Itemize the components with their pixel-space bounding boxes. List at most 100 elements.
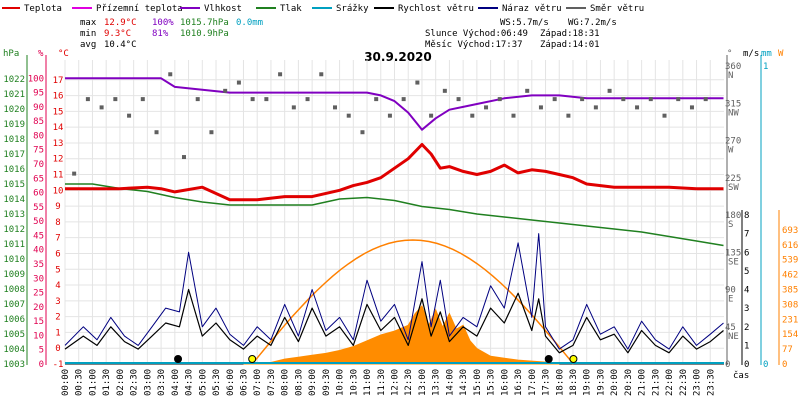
tick-x: 22:00 <box>665 369 675 396</box>
tick-x: 02:30 <box>130 369 140 396</box>
tick-x: 17:00 <box>528 369 538 396</box>
tick-x: 03:30 <box>157 369 167 396</box>
stats-block: max 12.9°C 100% 1015.7hPa 0.0mm min 9.3°… <box>80 18 263 50</box>
series-line-tlak <box>65 183 724 247</box>
sun-set-info: Západ:18:31 <box>540 29 600 39</box>
tick-x: 01:30 <box>102 369 112 396</box>
tick-x: 12:30 <box>404 369 414 396</box>
stats-min-hum: 81% <box>152 29 169 39</box>
tick-hpa: 1017 <box>3 150 25 160</box>
wind-direction-point <box>181 155 186 160</box>
tick-direction: 0 <box>725 360 730 370</box>
tick-ms: 1 <box>744 341 749 351</box>
tick-hpa: 1011 <box>3 240 25 250</box>
wind-direction-point <box>168 72 173 77</box>
wind-direction-point <box>497 97 502 102</box>
wind-direction-point <box>360 130 365 135</box>
tick-x: 18:30 <box>569 369 579 396</box>
tick-x: 06:00 <box>226 369 236 396</box>
tick-direction: 180 <box>725 211 741 221</box>
tick-celsius: 12 <box>53 155 64 165</box>
tick-watt: 385 <box>782 286 798 296</box>
tick-hpa: 1013 <box>3 210 25 220</box>
tick-percent: 50 <box>33 217 44 227</box>
x-axis-label: čas <box>733 370 749 381</box>
wind-direction-point <box>538 105 543 110</box>
legend-label-tlak: Tlak <box>280 4 302 14</box>
tick-x: 19:00 <box>583 369 593 396</box>
tick-percent: 40 <box>33 246 44 256</box>
tick-percent: 100 <box>28 74 44 84</box>
tick-percent: 55 <box>33 203 44 213</box>
wind-direction-point <box>621 97 626 102</box>
tick-ms: 3 <box>744 304 749 314</box>
wind-direction-point <box>346 113 351 118</box>
moonrise-marker <box>544 355 553 363</box>
tick-percent: 10 <box>33 331 44 341</box>
legend-label-smer: Směr větru <box>590 4 644 14</box>
tick-percent: 65 <box>33 174 44 184</box>
tick-percent: 20 <box>33 303 44 313</box>
astro-info: WS:5.7m/s WG:7.2m/s Slunce Východ:06:49 … <box>425 18 617 50</box>
tick-x: 00:00 <box>61 369 71 396</box>
axis-unit-watt: W <box>778 49 784 59</box>
tick-celsius: 11 <box>53 171 64 181</box>
tick-x: 23:00 <box>693 369 703 396</box>
tick-hpa: 1019 <box>3 120 25 130</box>
x-axis-ticks: 00:00 00:30 01:00 01:30 02:00 02:30 03:00 03:30… <box>61 369 716 396</box>
tick-direction-name: W <box>728 146 734 156</box>
tick-percent: 45 <box>33 231 44 241</box>
legend: Teplota Přízemní teplota Vlhkost Tlak Sr… <box>2 4 644 14</box>
wind-direction-point <box>552 97 557 102</box>
tick-celsius: 1 <box>55 328 60 338</box>
tick-x: 00:30 <box>75 369 85 396</box>
tick-x: 15:00 <box>473 369 483 396</box>
sunrise-marker <box>248 355 257 363</box>
stats-avg-label: avg <box>80 40 96 50</box>
axis-unit-mm: mm <box>761 49 772 59</box>
wind-direction-point <box>442 88 447 93</box>
wind-direction-point <box>676 97 681 102</box>
tick-percent: 95 <box>33 89 44 99</box>
tick-percent: 80 <box>33 131 44 141</box>
tick-x: 06:30 <box>239 369 249 396</box>
tick-percent: 15 <box>33 317 44 327</box>
legend-label-prizemni: Přízemní teplota <box>96 4 183 14</box>
tick-x: 01:00 <box>88 369 98 396</box>
series-lines <box>64 77 724 364</box>
wind-direction-point <box>333 105 338 110</box>
tick-direction: 45 <box>725 323 736 333</box>
wind-direction-point <box>209 130 214 135</box>
wind-direction-point <box>319 72 324 77</box>
tick-x: 10:00 <box>336 369 346 396</box>
tick-celsius: 7 <box>55 234 60 244</box>
axis-unit-percent: % <box>38 49 44 59</box>
tick-direction: 315 <box>725 99 741 109</box>
tick-celsius: 16 <box>53 92 64 102</box>
tick-ms: 2 <box>744 323 749 333</box>
tick-direction-name: NE <box>728 332 739 342</box>
stats-max-hum: 100% <box>152 18 174 28</box>
tick-celsius: 17 <box>53 76 64 86</box>
tick-x: 07:00 <box>253 369 263 396</box>
tick-ms: 8 <box>744 211 749 221</box>
tick-direction-name: SE <box>728 257 739 267</box>
tick-x: 03:00 <box>143 369 153 396</box>
wind-direction-point <box>415 80 420 85</box>
tick-x: 02:00 <box>116 369 126 396</box>
axis-unit-ms: m/s <box>743 49 759 59</box>
tick-percent: 60 <box>33 189 44 199</box>
tick-direction: 135 <box>725 248 741 258</box>
wind-direction-point <box>401 97 406 102</box>
tick-hpa: 1004 <box>3 345 25 355</box>
wind-direction-point <box>72 171 77 176</box>
wind-direction-point <box>429 113 434 118</box>
sunset-marker <box>569 355 578 363</box>
tick-watt: 616 <box>782 241 798 251</box>
tick-x: 10:30 <box>349 369 359 396</box>
wind-direction-point <box>511 113 516 118</box>
legend-label-teplota: Teplota <box>24 4 62 14</box>
tick-percent: 90 <box>33 103 44 113</box>
tick-x: 12:00 <box>391 369 401 396</box>
